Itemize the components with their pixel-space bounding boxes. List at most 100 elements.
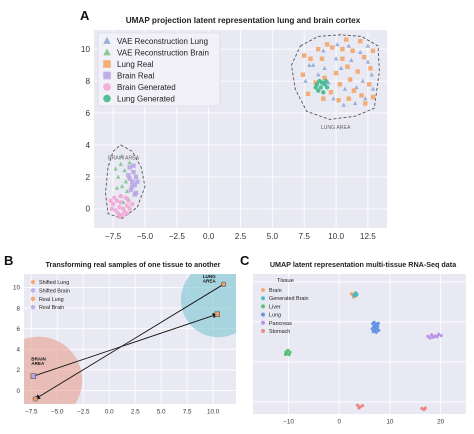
point-generated-brain [354, 291, 358, 295]
point-vae-reconstruction-lung [341, 102, 346, 107]
point-lung-real [322, 75, 327, 81]
y-tick-label: 10 [81, 45, 91, 54]
panel-b-title: Transforming real samples of one tissue … [46, 260, 221, 269]
point-vae-reconstruction-lung [338, 65, 344, 71]
point-vae-reconstruction-lung [354, 85, 359, 90]
point-lung-real [350, 48, 355, 53]
x-tick-label: 2.5 [131, 408, 140, 415]
point-pancreas [429, 333, 434, 337]
point-lung-generated [313, 85, 318, 90]
legend-label-generated-brain: Generated Brain [269, 296, 309, 302]
x-tick-label: 10 [386, 418, 394, 425]
point-lung-real [330, 45, 335, 50]
x-tick-label: 2.5 [235, 232, 247, 241]
point-vae-reconstruction-lung [303, 78, 308, 83]
y-tick-label: 6 [16, 326, 20, 333]
legend-swatch-vae-reconstruction-lung [103, 36, 111, 44]
point-lung-real [321, 96, 326, 101]
panel-c: C UMAP latent representation multi-tissu… [240, 253, 466, 425]
point-vae-reconstruction-lung [321, 48, 326, 53]
x-tick-label: 5.0 [267, 232, 279, 241]
x-tick-label: 10.0 [207, 408, 220, 415]
point-real-brain [30, 373, 37, 379]
point-brain-real [131, 169, 136, 175]
legend-label-stomach: Stomach [269, 329, 290, 335]
point-brain-real [126, 173, 131, 178]
annotation-lung-area: LUNG AREA [321, 125, 351, 131]
point-lung-real [370, 94, 376, 100]
legend-swatch-lung-real [103, 60, 111, 68]
point-lung-real [340, 56, 345, 61]
point-vae-reconstruction-lung [349, 57, 354, 63]
point-stomach [355, 403, 360, 407]
point-brain-generated [130, 201, 135, 207]
x-tick-label: −5.0 [137, 232, 154, 241]
annotation-lung: LUNG [203, 274, 216, 279]
legend-swatch-brain-generated [103, 83, 111, 91]
panel-b-marks [30, 281, 227, 402]
legend-swatch-pancreas [261, 320, 265, 325]
legend-title: Tissue [277, 278, 294, 284]
point-lung-real [366, 82, 372, 87]
point-stomach [423, 406, 428, 410]
point-liver [287, 353, 291, 357]
point-lung-generated [321, 90, 326, 95]
legend-swatch-lung-generated [103, 94, 111, 103]
region-lung-area [290, 34, 380, 120]
point-lung-real [328, 90, 334, 95]
region-brain-area [105, 144, 146, 219]
annotation-area: AREA [31, 361, 45, 366]
region-lung-circle [180, 274, 236, 338]
legend-label-lung-generated: Lung Generated [117, 95, 175, 104]
point-lung-real [300, 72, 306, 77]
point-generated-brain [352, 293, 356, 297]
point-vae-reconstruction-brain [127, 160, 132, 165]
panel-b-label: B [4, 253, 13, 268]
point-lung [371, 330, 375, 334]
point-vae-reconstruction-lung [360, 78, 365, 83]
point-brain-generated [109, 206, 115, 212]
point-liver [283, 352, 288, 356]
panel-a-label: A [80, 8, 90, 23]
point-brain-generated [124, 211, 130, 216]
point-lung-real [346, 96, 351, 101]
panel-b-ticks: −7.5 −5.0 −2.5 0.0 2.5 5.0 7.5 10.0 0 2 4 6 8 10 [13, 285, 220, 416]
panel-c-legend: Tissue Brain Generated Brain Liver Lung Pancr… [261, 278, 309, 335]
point-liver [288, 350, 292, 354]
point-brain-real [128, 187, 134, 192]
point-lung-real [316, 46, 321, 52]
point-stomach [360, 404, 365, 408]
legend-label-pancreas: Pancreas [269, 321, 292, 327]
legend-label-shifted-brain: Shifted Brain [39, 288, 70, 294]
x-tick-label: 0 [337, 418, 341, 425]
x-tick-label: 10.0 [328, 232, 344, 241]
x-tick-label: 12.5 [360, 232, 376, 241]
panel-c-grid [253, 274, 466, 414]
legend-swatch-shifted-lung [30, 279, 36, 285]
panel-b-arrows [33, 283, 224, 400]
point-vae-reconstruction-lung [307, 62, 312, 67]
point-vae-reconstruction-lung [333, 56, 339, 61]
point-vae-reconstruction-lung [346, 43, 351, 48]
transform-arrow [34, 283, 224, 400]
point-vae-reconstruction-lung [342, 86, 348, 91]
point-vae-reconstruction-brain [124, 188, 130, 193]
point-stomach [357, 406, 361, 410]
panel-c-plot-area [253, 274, 466, 414]
transform-arrow [33, 313, 219, 377]
panel-b: B Transforming real samples of one tissu… [4, 253, 236, 416]
annotation-brain: BRAIN [31, 357, 46, 362]
point-pancreas [431, 335, 435, 339]
point-brain-generated [124, 203, 130, 208]
point-pancreas [435, 335, 439, 339]
point-brain-real [133, 174, 139, 180]
y-tick-label: 8 [85, 77, 90, 86]
point-lung-generated [323, 78, 329, 84]
point-vae-reconstruction-lung [335, 41, 340, 47]
point-lung-real [351, 88, 357, 93]
point-lung-real [347, 77, 353, 82]
point-shifted-brain [214, 311, 220, 317]
panel-a-title: UMAP projection latent representation lu… [126, 16, 361, 25]
